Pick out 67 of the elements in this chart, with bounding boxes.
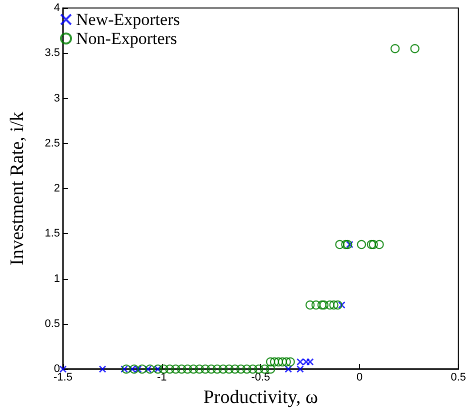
point — [284, 365, 292, 373]
point — [98, 365, 106, 373]
y-tick-label: 3 — [54, 92, 60, 104]
point — [329, 300, 338, 310]
x-tick-label: -1 — [156, 372, 167, 384]
point — [266, 364, 276, 374]
point — [218, 364, 228, 374]
point — [130, 364, 139, 374]
point — [302, 358, 310, 366]
legend-label: New-Exporters — [76, 10, 180, 29]
point — [335, 240, 344, 250]
y-tick-label: 1 — [54, 272, 60, 285]
point — [410, 44, 420, 54]
point — [333, 300, 342, 310]
y-tick-label: 0.5 — [44, 318, 60, 330]
point — [188, 364, 198, 374]
point — [242, 364, 252, 374]
point — [274, 357, 284, 366]
point — [236, 364, 246, 374]
point — [230, 364, 240, 374]
point — [374, 240, 384, 250]
point — [212, 364, 222, 374]
y-tick-label: 1.5 — [44, 228, 60, 240]
point — [346, 240, 354, 248]
point — [390, 44, 400, 54]
legend-label: Non-Exporters — [76, 29, 178, 48]
y-axis-title: Investment Rate, i/k — [7, 111, 28, 266]
point — [182, 364, 192, 374]
point — [270, 357, 280, 366]
point — [144, 365, 152, 373]
point — [306, 300, 315, 310]
point — [356, 240, 366, 250]
x-axis-title: Productivity, ω — [203, 387, 318, 408]
y-tick-label: 3.5 — [44, 47, 60, 60]
point — [338, 301, 346, 309]
point — [134, 365, 142, 373]
point — [248, 364, 258, 374]
point — [224, 364, 234, 374]
x-tick-label: 0.5 — [450, 372, 466, 384]
point — [325, 300, 334, 310]
point — [306, 358, 314, 366]
x-tick-label: -0.5 — [251, 372, 270, 384]
point — [122, 364, 131, 374]
point — [311, 300, 321, 310]
point — [145, 364, 155, 374]
point — [278, 357, 288, 366]
point — [194, 364, 204, 374]
y-tick-label: 2.5 — [44, 137, 60, 150]
point — [286, 357, 295, 366]
point — [266, 357, 276, 366]
point — [165, 364, 174, 374]
point — [366, 240, 376, 250]
point — [341, 240, 350, 250]
point — [177, 364, 186, 374]
point — [171, 364, 180, 374]
y-tick-label: 4 — [54, 2, 60, 14]
point — [120, 365, 128, 373]
point — [137, 364, 147, 374]
point — [206, 364, 216, 374]
point — [368, 240, 378, 250]
point — [343, 240, 352, 250]
x-tick-label: 0 — [356, 372, 363, 384]
point — [200, 364, 210, 374]
x-tick-label: -1.5 — [54, 372, 72, 384]
point — [282, 357, 291, 366]
point — [128, 365, 136, 373]
y-tick-label: 2 — [54, 182, 60, 195]
